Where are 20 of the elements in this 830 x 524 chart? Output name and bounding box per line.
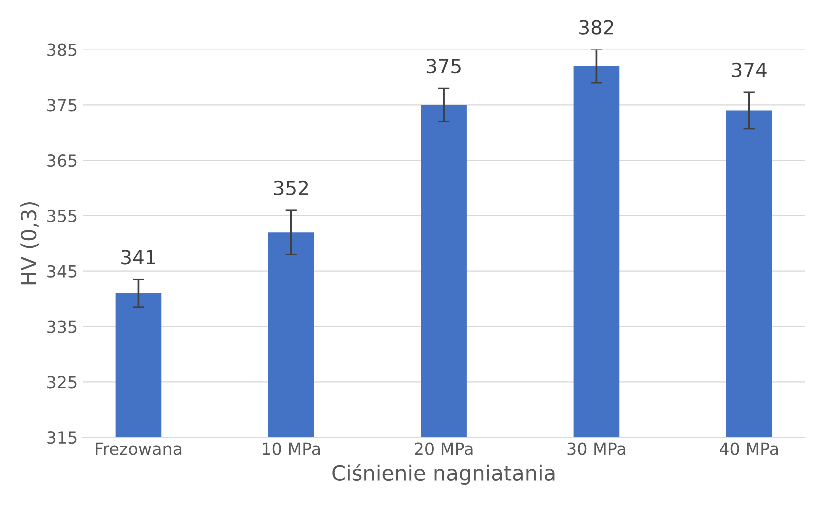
data-label: 341	[122, 250, 156, 265]
y-tick-label: 335	[48, 320, 77, 334]
y-tick-label: 355	[48, 210, 77, 223]
data-label: 375	[426, 58, 461, 74]
y-tick-label: 365	[48, 154, 77, 168]
x-tick-label: 40 MPa	[720, 442, 778, 456]
x-tick-label: 10 MPa	[263, 442, 320, 456]
x-tick-label: 20 MPa	[415, 442, 473, 456]
x-axis-title: Ciśnienie nagniatania	[332, 464, 555, 486]
y-tick-label: 345	[48, 265, 77, 278]
y-tick-label: 385	[48, 44, 77, 56]
y-tick-label: 375	[48, 99, 77, 112]
y-tick-label: 315	[48, 432, 77, 444]
data-label: 374	[732, 62, 767, 78]
x-tick-label: 30 MPa	[568, 442, 626, 456]
y-axis-title: HV (0,3)	[20, 202, 40, 285]
data-label: 352	[274, 180, 308, 196]
data-label: 382	[580, 20, 614, 35]
y-tick-label: 325	[48, 376, 77, 389]
x-tick-label: Frezowana	[96, 442, 182, 456]
